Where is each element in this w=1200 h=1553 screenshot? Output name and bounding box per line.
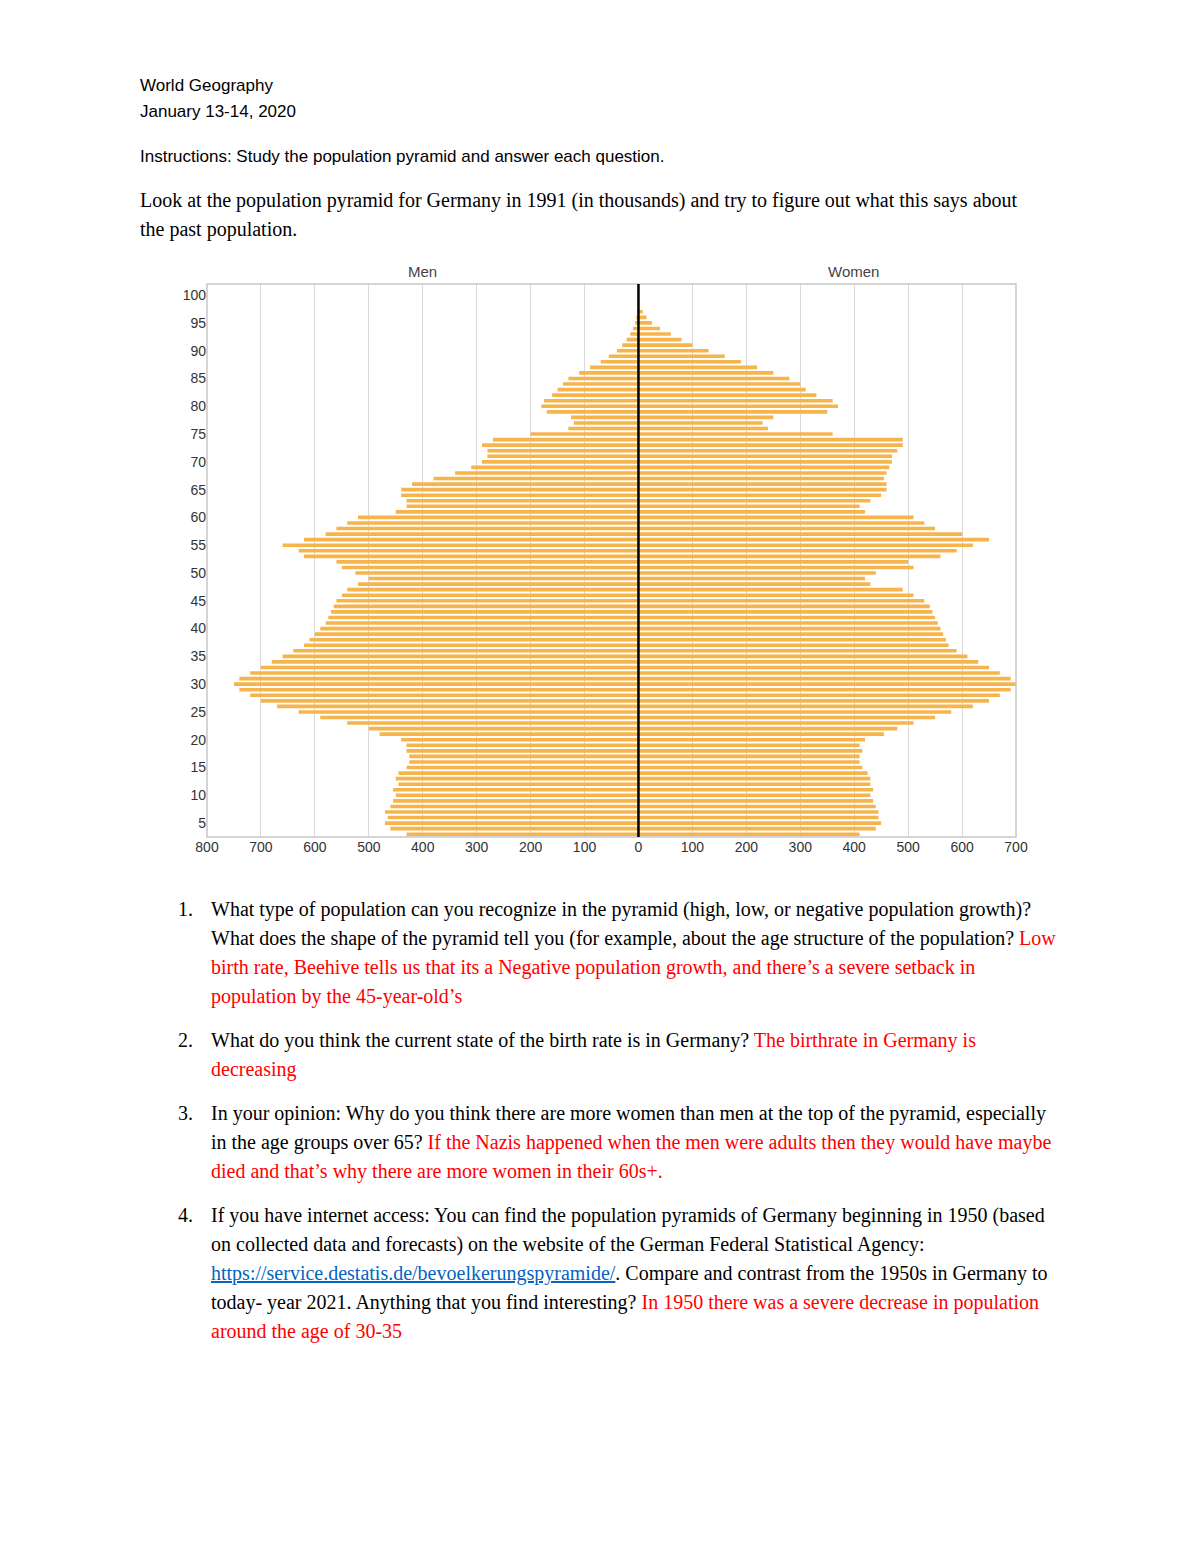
html-text:What type of population can yo: What type of population can you recogniz… [211,898,1056,1007]
svg-text:500: 500 [896,839,920,855]
svg-text:500: 500 [357,839,381,855]
svg-text:300: 300 [789,839,813,855]
svg-text:800: 800 [195,839,219,855]
svg-text:95: 95 [190,315,206,331]
svg-text:400: 400 [411,839,435,855]
html-text:If you have internet access: Y: If you have internet access: You can fin… [211,1204,1045,1255]
html-text:January 13-14, 2020: January 13-14, 2020 [140,102,296,121]
html-text:2.: 2. [178,1029,193,1051]
svg-text:60: 60 [190,509,206,525]
html-text:https://service.destatis.de/be: https://service.destatis.de/bevoelkerung… [211,1262,1048,1342]
svg-text:400: 400 [843,839,867,855]
svg-text:700: 700 [249,839,273,855]
svg-text:Women: Women [828,263,879,280]
svg-text:50: 50 [190,565,206,581]
svg-text:200: 200 [735,839,759,855]
svg-text:0: 0 [635,839,643,855]
html-text:1.: 1. [178,898,193,920]
svg-text:70: 70 [190,454,206,470]
svg-text:90: 90 [190,343,206,359]
svg-text:80: 80 [190,398,206,414]
svg-text:300: 300 [465,839,489,855]
svg-text:600: 600 [303,839,327,855]
svg-text:Men: Men [408,263,437,280]
html-text:Instructions: Study the popula: Instructions: Study the population pyram… [140,147,665,166]
html-text:In your opinion: Why do you th: In your opinion: Why do you think there … [211,1102,1052,1182]
html-text:4.: 4. [178,1204,193,1226]
svg-text:85: 85 [190,370,206,386]
svg-text:200: 200 [519,839,543,855]
html-text:Look at the population pyramid: Look at the population pyramid for Germa… [140,189,1018,240]
svg-text:45: 45 [190,593,206,609]
svg-text:35: 35 [190,648,206,664]
svg-text:20: 20 [190,732,206,748]
html-text:What do you think the current: What do you think the current state of t… [211,1029,976,1080]
svg-text:75: 75 [190,426,206,442]
svg-text:30: 30 [190,676,206,692]
svg-text:100: 100 [183,287,207,303]
svg-text:25: 25 [190,704,206,720]
svg-text:65: 65 [190,482,206,498]
svg-text:15: 15 [190,759,206,775]
svg-text:600: 600 [950,839,974,855]
svg-text:100: 100 [573,839,597,855]
html-text:3.: 3. [178,1102,193,1124]
svg-text:40: 40 [190,620,206,636]
svg-text:10: 10 [190,787,206,803]
svg-text:700: 700 [1004,839,1028,855]
html-text:World Geography: World Geography [140,76,273,95]
svg-text:100: 100 [681,839,705,855]
svg-text:55: 55 [190,537,206,553]
svg-text:5: 5 [198,815,206,831]
